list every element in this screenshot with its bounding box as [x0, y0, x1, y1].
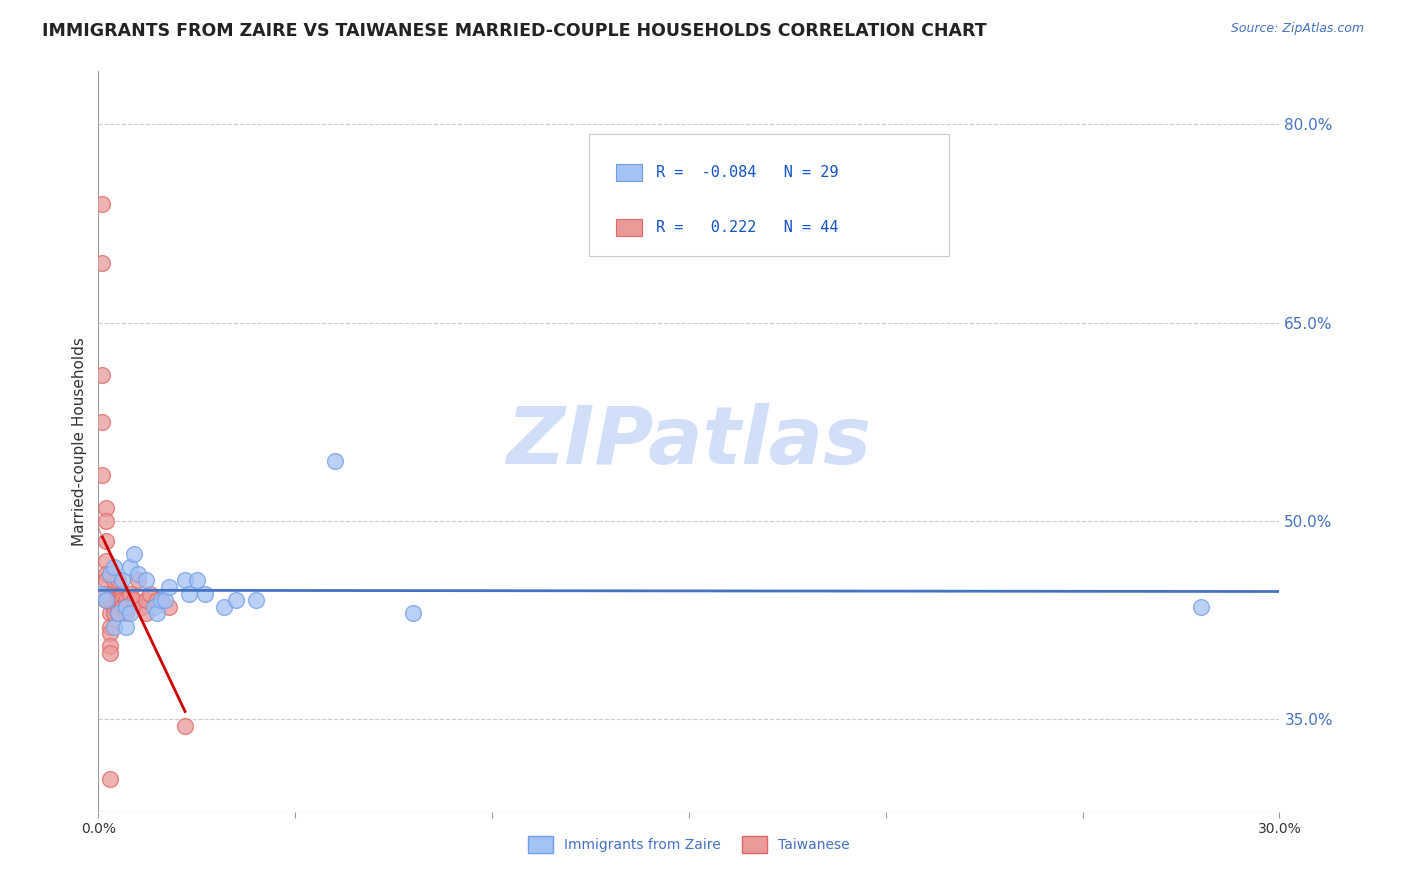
Point: [115, 599, 138, 614]
Point: [118, 607, 141, 621]
Point: [174, 719, 197, 733]
Point: [96, 586, 118, 600]
Point: [98, 620, 121, 634]
Point: [131, 599, 153, 614]
Point: [103, 599, 125, 614]
Point: [98, 566, 121, 581]
Point: [98, 607, 121, 621]
Point: [103, 593, 125, 607]
Point: [96, 593, 118, 607]
Point: [150, 593, 173, 607]
Point: [122, 547, 145, 561]
Point: [103, 574, 125, 588]
Point: [107, 599, 129, 614]
Point: [146, 607, 169, 621]
Point: [107, 574, 129, 588]
Point: [96, 514, 118, 528]
Point: [115, 620, 138, 634]
Text: Source: ZipAtlas.com: Source: ZipAtlas.com: [1230, 22, 1364, 36]
Point: [245, 593, 267, 607]
Point: [96, 593, 118, 607]
Point: [157, 580, 180, 594]
Point: [118, 586, 141, 600]
Text: R =  -0.084   N = 29: R = -0.084 N = 29: [655, 165, 838, 180]
Point: [177, 586, 200, 600]
FancyBboxPatch shape: [589, 135, 949, 257]
Point: [1189, 599, 1212, 614]
Point: [91, 368, 114, 383]
Point: [115, 593, 138, 607]
Point: [103, 620, 125, 634]
Point: [118, 560, 141, 574]
Legend: Immigrants from Zaire, Taiwanese: Immigrants from Zaire, Taiwanese: [523, 830, 855, 858]
Point: [91, 467, 114, 482]
Point: [96, 566, 118, 581]
Point: [142, 599, 165, 614]
Point: [115, 599, 138, 614]
Point: [155, 593, 177, 607]
Point: [98, 772, 121, 786]
Point: [98, 593, 121, 607]
Point: [135, 607, 157, 621]
Text: R =   0.222   N = 44: R = 0.222 N = 44: [655, 220, 838, 235]
Point: [91, 196, 114, 211]
Point: [91, 256, 114, 270]
FancyBboxPatch shape: [616, 219, 641, 235]
Point: [174, 574, 197, 588]
FancyBboxPatch shape: [616, 164, 641, 180]
Point: [323, 454, 346, 468]
Point: [96, 574, 118, 588]
Point: [111, 574, 134, 588]
Text: ZIPatlas: ZIPatlas: [506, 402, 872, 481]
Point: [214, 599, 236, 614]
Point: [157, 599, 180, 614]
Point: [111, 599, 134, 614]
Point: [402, 607, 425, 621]
Point: [111, 593, 134, 607]
Point: [127, 566, 149, 581]
Point: [225, 593, 247, 607]
Point: [135, 593, 157, 607]
Point: [91, 586, 114, 600]
Point: [135, 574, 157, 588]
Point: [111, 586, 134, 600]
Point: [96, 553, 118, 567]
Point: [138, 586, 160, 600]
Point: [98, 646, 121, 660]
Text: IMMIGRANTS FROM ZAIRE VS TAIWANESE MARRIED-COUPLE HOUSEHOLDS CORRELATION CHART: IMMIGRANTS FROM ZAIRE VS TAIWANESE MARRI…: [42, 22, 987, 40]
Point: [103, 607, 125, 621]
Point: [96, 533, 118, 548]
Point: [98, 626, 121, 640]
Point: [127, 574, 149, 588]
Point: [107, 607, 129, 621]
Point: [103, 560, 125, 574]
Point: [91, 415, 114, 429]
Point: [194, 586, 217, 600]
Point: [96, 500, 118, 515]
Point: [107, 607, 129, 621]
Point: [107, 593, 129, 607]
Point: [146, 593, 169, 607]
Point: [98, 640, 121, 654]
Point: [186, 574, 208, 588]
Point: [122, 593, 145, 607]
Point: [115, 607, 138, 621]
Y-axis label: Married-couple Households: Married-couple Households: [72, 337, 87, 546]
